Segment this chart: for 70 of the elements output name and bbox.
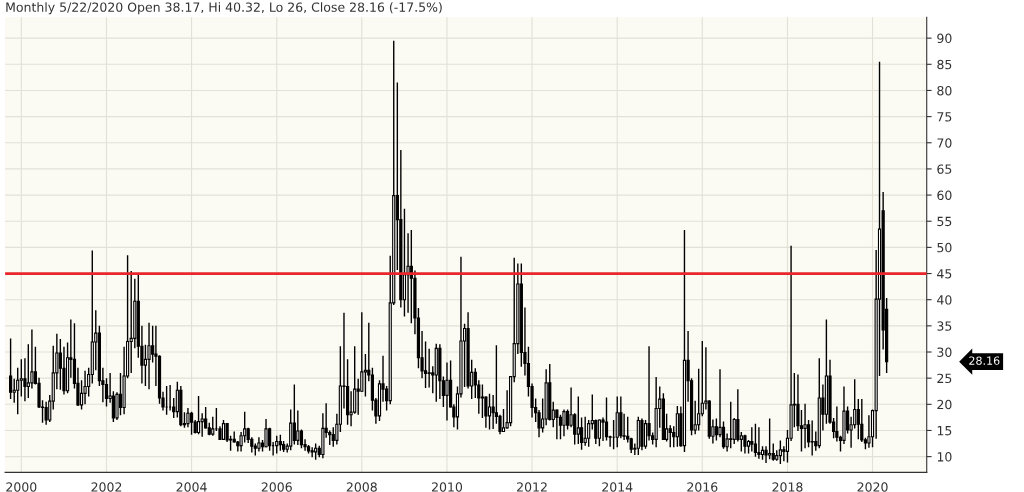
x-tick-label: 2012 [517,482,547,492]
candlestick [810,419,814,457]
candlestick [583,416,587,447]
candlestick [750,426,754,453]
candlestick [587,419,591,448]
y-tick-label: 70 [937,138,952,148]
candlestick [675,405,679,448]
y-tick-label: 20 [937,399,952,410]
candlestick [19,358,23,398]
candlestick [753,422,758,458]
y-tick-label: 85 [937,59,952,70]
y-tick-label: 90 [937,33,952,44]
y-tick-label: 10 [937,452,952,462]
candlestick [803,403,807,449]
candlestick [867,414,871,449]
candlestick [619,395,623,440]
candlestick [487,393,492,431]
candlestick [129,270,133,374]
candlestick [16,367,20,415]
y-tick-label: 35 [937,321,952,331]
x-tick-label: 2018 [772,482,803,492]
candlestick [211,416,215,437]
candlestick [555,408,559,441]
candlestick [697,368,701,432]
candlestick [292,383,296,446]
candlestick [58,338,62,391]
candlestick [296,409,300,446]
y-tick-label: 50 [937,242,952,253]
x-tick-label: 2002 [91,482,122,492]
chart-title: Monthly 5/22/2020 Open 38.17, Hi 40.32, Lo 26, Close 28.16 (-17.5%) [6,2,442,15]
x-tick-label: 2016 [687,482,718,492]
candlestick [118,372,123,416]
candlestick [363,353,368,398]
y-tick-label: 45 [937,269,952,279]
x-tick-label: 2010 [431,482,463,492]
candlestick [856,398,860,441]
y-tick-label: 75 [937,112,952,122]
y-tick-label: 15 [937,426,952,436]
x-tick-label: 2004 [176,482,207,492]
candlestick [562,408,566,437]
candlestick [44,401,48,426]
candlestick [147,322,151,390]
y-tick-label: 55 [937,216,952,227]
candlestick [668,424,672,448]
candlestick [289,408,293,452]
y-tick-label: 65 [937,164,952,174]
y-tick-label: 30 [937,347,952,357]
candlestick [732,417,736,445]
text: 28.16 [969,356,1000,365]
candlestick [576,395,580,445]
candlestick [757,426,761,460]
candlestick [445,361,449,422]
x-tick-label: 2008 [346,482,377,492]
x-tick-label: 2006 [261,482,292,492]
x-tick-label: 2020 [857,482,888,492]
y-tick-label: 60 [937,190,952,200]
candlestick [83,370,87,406]
y-tick-label: 25 [937,373,952,384]
candlestick [264,418,268,448]
candlestick [480,383,485,419]
candlestick [729,401,733,449]
x-tick-label: 2000 [6,482,37,492]
y-tick-label: 80 [937,85,952,96]
candlestick [604,396,609,442]
x-tick-label: 2014 [602,482,633,492]
y-tick-label: 40 [937,295,952,305]
candlestick [597,418,602,447]
candlestick [427,348,431,389]
candlestick [310,446,314,458]
candlestick [8,337,13,400]
